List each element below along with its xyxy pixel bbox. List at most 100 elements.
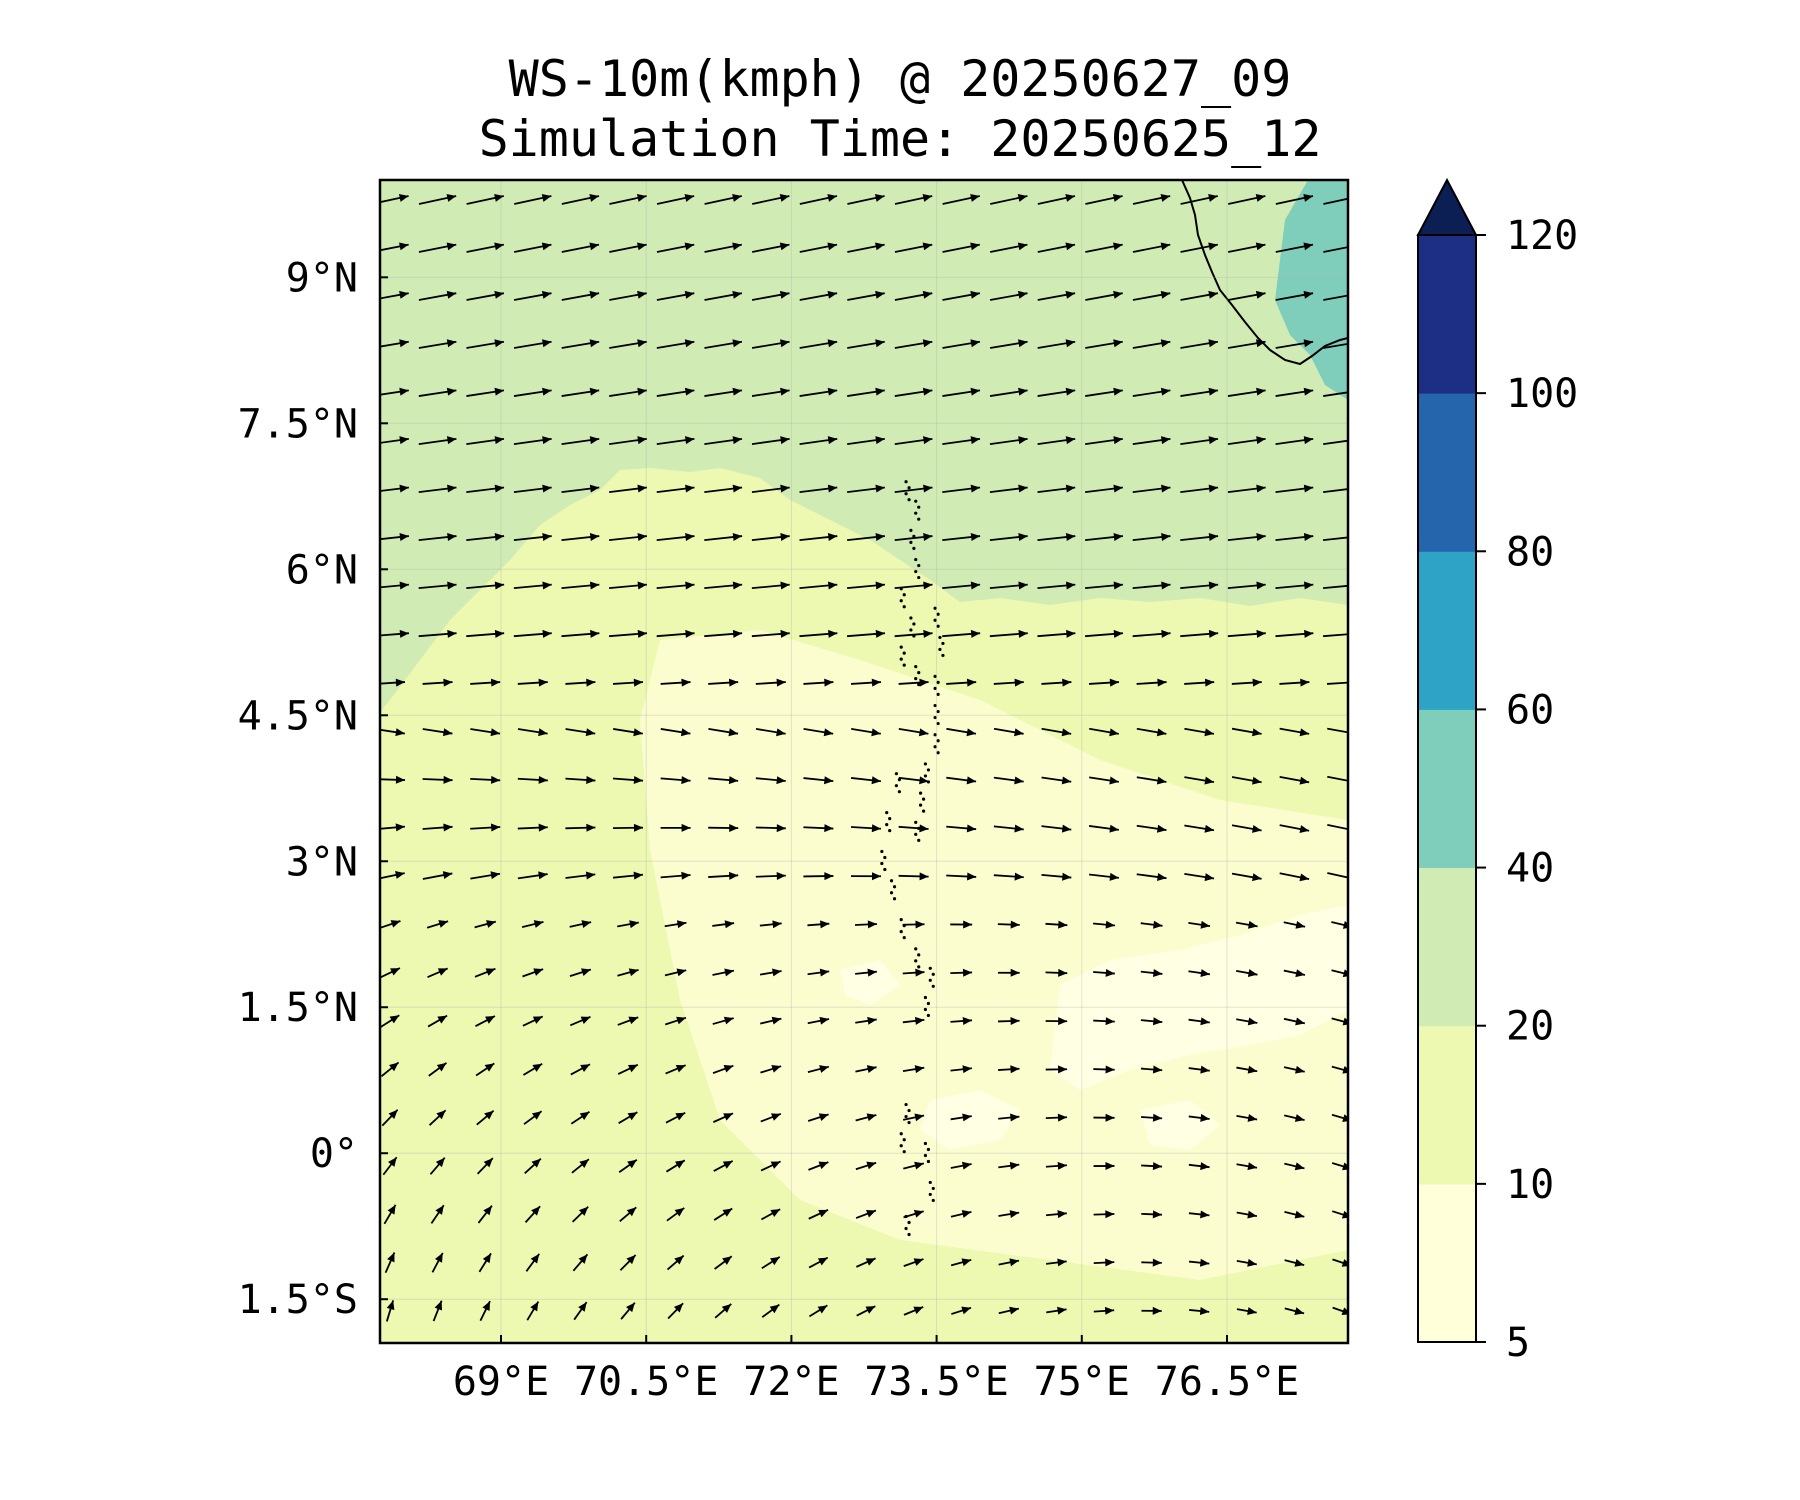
wind-arrow (950, 920, 973, 929)
wind-arrow (755, 728, 786, 737)
atoll-dot (912, 622, 916, 626)
wind-arrow (942, 387, 981, 397)
wind-arrow (1132, 629, 1171, 638)
wind-arrow (561, 629, 600, 638)
wind-arrow (847, 339, 885, 349)
atoll-dot (923, 1153, 928, 1158)
wind-arrow (1188, 1017, 1210, 1026)
wind-arrow (608, 629, 648, 638)
wind-arrow (799, 533, 838, 542)
wind-arrow (1188, 1065, 1210, 1074)
wind-arrow (1323, 246, 1348, 253)
wind-arrow (799, 484, 838, 494)
wind-arrow (1093, 1210, 1115, 1219)
wind-arrow (712, 968, 735, 977)
wind-vectors (380, 194, 1348, 1322)
atoll-dot (914, 677, 918, 681)
wind-arrow (1045, 968, 1068, 977)
atoll-dot (917, 563, 921, 568)
atoll-dot (914, 820, 918, 824)
wind-arrow (1236, 1114, 1258, 1122)
atoll-dot (888, 828, 892, 833)
wind-arrow (855, 920, 877, 929)
wind-arrow (1323, 488, 1348, 494)
wind-arrow (1136, 873, 1167, 881)
wind-arrow (422, 823, 453, 832)
colorbar-tick-label: 100 (1506, 371, 1578, 417)
colorbar-frame (1417, 234, 1477, 1343)
wind-arrow (656, 484, 695, 494)
wind-arrow (807, 1113, 829, 1122)
atoll-dot (907, 1220, 911, 1225)
atoll-dot (907, 1120, 911, 1125)
wind-arrow (1180, 387, 1219, 397)
atoll-dot (899, 657, 903, 661)
wind-arrow (712, 1112, 734, 1123)
wind-arrow (1046, 1258, 1067, 1267)
wind-arrow (1084, 629, 1124, 638)
wind-arrow (946, 776, 977, 785)
wind-arrow (1132, 581, 1171, 590)
wind-arrow (617, 968, 639, 977)
atoll-dot (902, 663, 906, 667)
atoll-dot (902, 1150, 906, 1154)
wind-arrow (570, 1110, 590, 1125)
atoll-dot (933, 674, 937, 678)
wind-arrow (1184, 678, 1215, 687)
atoll-dot (928, 1192, 932, 1197)
wind-arrow (561, 533, 600, 542)
wind-arrow (993, 727, 1024, 737)
wind-arrow (513, 387, 552, 397)
wind-arrow (1045, 1113, 1068, 1122)
wind-arrow (850, 872, 882, 881)
atoll-dot (917, 953, 921, 957)
wind-arrow (704, 339, 743, 349)
wind-arrow (1323, 391, 1348, 397)
wind-arrow (1279, 824, 1310, 833)
wind-arrow (565, 728, 596, 737)
wind-arrow (989, 581, 1028, 590)
wind-arrow (1037, 436, 1076, 445)
wind-arrow (1236, 1258, 1257, 1267)
wind-arrow (571, 1158, 590, 1174)
wind-arrow (470, 678, 501, 687)
atoll-dot (917, 683, 921, 687)
wind-arrow (466, 242, 505, 253)
wind-arrow (612, 823, 644, 832)
atoll-dot (902, 936, 906, 940)
wind-arrow (517, 871, 548, 880)
wind-arrow (380, 290, 409, 300)
wind-arrow (1227, 533, 1266, 542)
wind-arrow (1037, 194, 1076, 205)
atoll-dot (894, 784, 898, 788)
atoll-dot (938, 647, 942, 652)
wind-arrow (573, 1301, 588, 1321)
wind-arrow (664, 968, 687, 977)
wind-arrow (418, 436, 457, 445)
wind-arrow (380, 629, 410, 638)
wind-arrow (665, 1064, 686, 1075)
wind-arrow (847, 387, 885, 397)
wind-arrow (998, 1113, 1020, 1122)
atoll-dot (880, 861, 884, 866)
wind-arrow (894, 339, 933, 349)
wind-arrow (704, 436, 743, 445)
wind-arrow (1085, 387, 1123, 397)
wind-arrow (418, 533, 457, 542)
wind-arrow (1275, 339, 1314, 349)
wind-arrow (1041, 678, 1072, 687)
wind-arrow (751, 339, 790, 349)
wind-arrow (475, 1015, 496, 1027)
wind-arrow (618, 1111, 638, 1124)
wind-arrow (609, 387, 647, 397)
wind-arrow (755, 871, 786, 880)
wind-arrow (950, 1065, 972, 1074)
wind-arrow (1275, 387, 1314, 397)
wind-arrow (855, 1065, 877, 1073)
wind-arrow (381, 1109, 399, 1127)
wind-arrow (755, 824, 786, 833)
wind-arrow (807, 1065, 830, 1073)
wind-arrow (847, 436, 885, 445)
wind-arrow (1180, 290, 1219, 301)
wind-arrow (1132, 387, 1171, 397)
